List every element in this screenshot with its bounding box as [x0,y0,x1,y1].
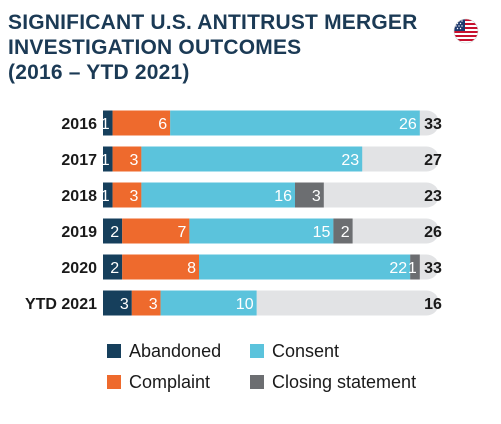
category-label: 2018 [61,188,97,205]
data-label: 2 [341,224,350,241]
bar-segment [160,290,257,316]
total-label: 26 [424,224,442,241]
bar-segment [122,254,199,280]
data-label: 6 [158,116,167,133]
bar-segment [112,182,142,208]
data-label: 16 [274,188,292,205]
legend-swatch [107,375,121,389]
legend-swatch [250,344,264,358]
chart-title-line-1: SIGNIFICANT U.S. ANTITRUST MERGER [8,11,418,34]
data-label: 22 [389,260,407,277]
data-label: 3 [312,188,321,205]
data-label: 3 [120,296,129,313]
data-label: 1 [408,260,417,277]
data-label: 15 [313,224,331,241]
bar-segment [333,218,353,244]
us-flag-icon [453,18,479,44]
bar-segment [103,290,132,316]
data-label: 1 [101,116,110,133]
total-label: 27 [424,152,442,169]
data-label: 2 [110,224,119,241]
total-label: 33 [424,116,442,133]
data-label: 26 [399,116,417,133]
data-label: 10 [236,296,254,313]
data-label: 2 [110,260,119,277]
bar-segment [112,110,171,136]
bar-segment [295,182,324,208]
data-label: 1 [101,188,110,205]
data-label: 7 [177,224,186,241]
legend-label: Closing statement [272,372,416,392]
bar-segment [410,254,420,280]
data-label: 1 [101,152,110,169]
chart-title-line-3: (2016 – YTD 2021) [8,61,190,84]
legend-label: Consent [272,341,339,361]
legend-swatch [250,375,264,389]
legend-label: Abandoned [129,341,221,361]
bar-segment [141,182,295,208]
total-label: 23 [424,188,442,205]
total-label: 16 [424,296,442,313]
category-label: 2019 [61,224,97,241]
data-label: 3 [149,296,158,313]
chart-title-line-2: INVESTIGATION OUTCOMES [8,36,302,59]
legend-label: Complaint [129,372,210,392]
bar-segment [103,110,113,136]
bar-segment [103,182,113,208]
data-label: 23 [341,152,359,169]
data-label: 3 [129,188,138,205]
bar-segment [170,110,420,136]
legend-swatch [107,344,121,358]
bar-segment [103,146,113,172]
total-label: 33 [424,260,442,277]
bar-segment [131,290,161,316]
category-label: 2020 [61,260,97,277]
data-label: 3 [129,152,138,169]
bar-segment [199,254,411,280]
bar-segment [141,146,363,172]
data-label: 8 [187,260,196,277]
category-label: YTD 2021 [25,296,97,313]
category-label: 2016 [61,116,97,133]
bar-segment [122,218,190,244]
bar-segment [112,146,142,172]
bar-segment [189,218,334,244]
bar-segment [103,218,123,244]
bar-segment [103,254,123,280]
category-label: 2017 [61,152,97,169]
